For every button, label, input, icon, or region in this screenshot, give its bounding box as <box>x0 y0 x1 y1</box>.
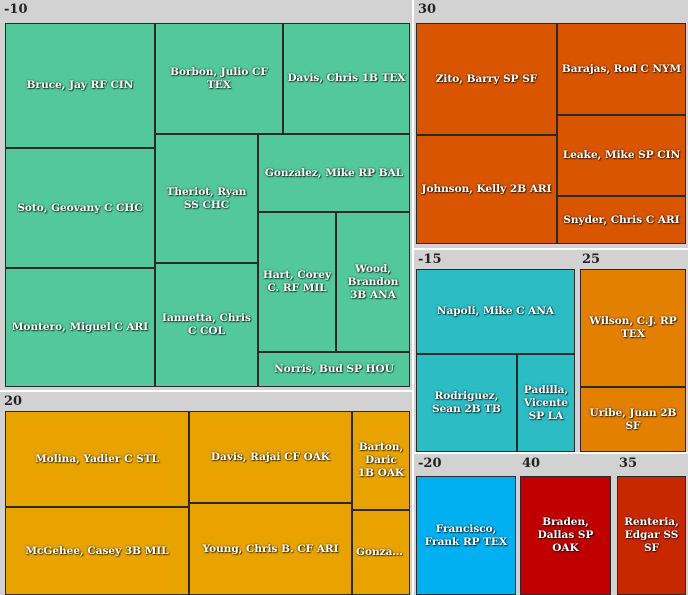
treemap-cell-label: Montero, Miguel C ARI <box>12 321 148 334</box>
treemap-cell-label: Wood, Brandon 3B ANA <box>340 263 406 302</box>
treemap-cell[interactable]: Borbon, Julio CF TEX <box>155 23 283 134</box>
treemap-cell[interactable]: Barajas, Rod C NYM <box>557 23 686 115</box>
treemap-cell[interactable]: Renteria, Edgar SS SF <box>617 476 686 595</box>
treemap-cell[interactable]: Iannetta, Chris C COL <box>155 263 258 387</box>
treemap-cell[interactable]: Bruce, Jay RF CIN <box>5 23 155 148</box>
treemap-cell[interactable]: Soto, Geovany C CHC <box>5 148 155 268</box>
treemap-cell-label: Zito, Barry SP SF <box>436 73 538 86</box>
treemap-cell-label: Gonzalez, Mike RP BAL <box>265 167 403 180</box>
treemap-cell[interactable]: Barton, Daric 1B OAK <box>352 411 410 510</box>
treemap-cell[interactable]: Davis, Chris 1B TEX <box>283 23 410 134</box>
treemap-cell[interactable]: Theriot, Ryan SS CHC <box>155 134 258 263</box>
treemap-group-label: 30 <box>418 2 436 17</box>
treemap-cell-label: Napoli, Mike C ANA <box>437 305 554 318</box>
treemap-cell[interactable]: Braden, Dallas SP OAK <box>520 476 611 595</box>
treemap-cell[interactable]: Gonzalez, Mike RP BAL <box>258 134 410 212</box>
treemap-cell-label: Molina, Yadier C STL <box>35 453 159 466</box>
treemap-cell-label: Padilla, Vicente SP LA <box>521 384 571 423</box>
treemap-cell[interactable]: Francisco, Frank RP TEX <box>416 476 516 595</box>
treemap-cell-label: Braden, Dallas SP OAK <box>524 516 607 555</box>
treemap-cell-label: Barton, Daric 1B OAK <box>356 441 406 480</box>
treemap-group-label: 25 <box>582 252 600 267</box>
treemap-cell[interactable]: Wilson, C.J. RP TEX <box>580 269 686 387</box>
treemap-cell-label: Bruce, Jay RF CIN <box>27 79 134 92</box>
treemap-cell[interactable]: Zito, Barry SP SF <box>416 23 557 135</box>
treemap-cell-label: Theriot, Ryan SS CHC <box>159 186 254 212</box>
treemap-cell-label: Gonzale... <box>356 546 406 559</box>
treemap-cell[interactable]: Leake, Mike SP CIN <box>557 115 686 196</box>
treemap-cell-label: Iannetta, Chris C COL <box>159 312 254 338</box>
treemap-cell-label: Young, Chris B. CF ARI <box>202 543 338 556</box>
treemap-cell-label: Norris, Bud SP HOU <box>274 363 394 376</box>
treemap-cell-label: Leake, Mike SP CIN <box>563 149 680 162</box>
treemap-cell-label: Hart, Corey C. RF MIL <box>262 269 332 295</box>
treemap-cell[interactable]: Napoli, Mike C ANA <box>416 269 575 354</box>
treemap-cell[interactable]: Uribe, Juan 2B SF <box>580 387 686 452</box>
treemap-group-label: -15 <box>418 252 442 267</box>
treemap-cell-label: Davis, Rajai CF OAK <box>211 451 330 464</box>
treemap-cell-label: Uribe, Juan 2B SF <box>584 407 682 433</box>
treemap-cell[interactable]: Rodriguez, Sean 2B TB <box>416 354 517 452</box>
treemap-cell[interactable]: Hart, Corey C. RF MIL <box>258 212 336 352</box>
treemap-cell[interactable]: Padilla, Vicente SP LA <box>517 354 575 452</box>
treemap-cell-label: Renteria, Edgar SS SF <box>621 516 682 555</box>
treemap-group-label: 40 <box>522 456 540 471</box>
treemap-cell-label: Barajas, Rod C NYM <box>562 63 681 76</box>
treemap-cell[interactable]: Montero, Miguel C ARI <box>5 268 155 387</box>
treemap-group-label: 20 <box>4 394 22 409</box>
treemap-cell[interactable]: Young, Chris B. CF ARI <box>189 503 352 595</box>
treemap-cell[interactable]: Norris, Bud SP HOU <box>258 352 410 387</box>
treemap-cell[interactable]: Gonzale... <box>352 510 410 595</box>
treemap-cell-label: Davis, Chris 1B TEX <box>287 72 405 85</box>
treemap-cell-label: Francisco, Frank RP TEX <box>420 523 512 549</box>
treemap-cell[interactable]: Snyder, Chris C ARI <box>557 196 686 244</box>
treemap-cell[interactable]: Molina, Yadier C STL <box>5 411 189 507</box>
treemap-cell-label: Soto, Geovany C CHC <box>17 202 142 215</box>
treemap-cell[interactable]: Davis, Rajai CF OAK <box>189 411 352 503</box>
treemap-group-label: 35 <box>619 456 637 471</box>
treemap-cell-label: Johnson, Kelly 2B ARI <box>421 183 551 196</box>
treemap-cell-label: Borbon, Julio CF TEX <box>159 66 279 92</box>
treemap-cell[interactable]: Wood, Brandon 3B ANA <box>336 212 410 352</box>
treemap-cell-label: Snyder, Chris C ARI <box>563 214 679 227</box>
treemap-cell[interactable]: Johnson, Kelly 2B ARI <box>416 135 557 244</box>
treemap-cell-label: Wilson, C.J. RP TEX <box>584 315 682 341</box>
treemap-group-label: -20 <box>418 456 442 471</box>
treemap-cell[interactable]: McGehee, Casey 3B MIL <box>5 507 189 595</box>
treemap-cell-label: McGehee, Casey 3B MIL <box>25 545 168 558</box>
treemap-group-label: -10 <box>4 2 28 17</box>
treemap-cell-label: Rodriguez, Sean 2B TB <box>420 390 513 416</box>
